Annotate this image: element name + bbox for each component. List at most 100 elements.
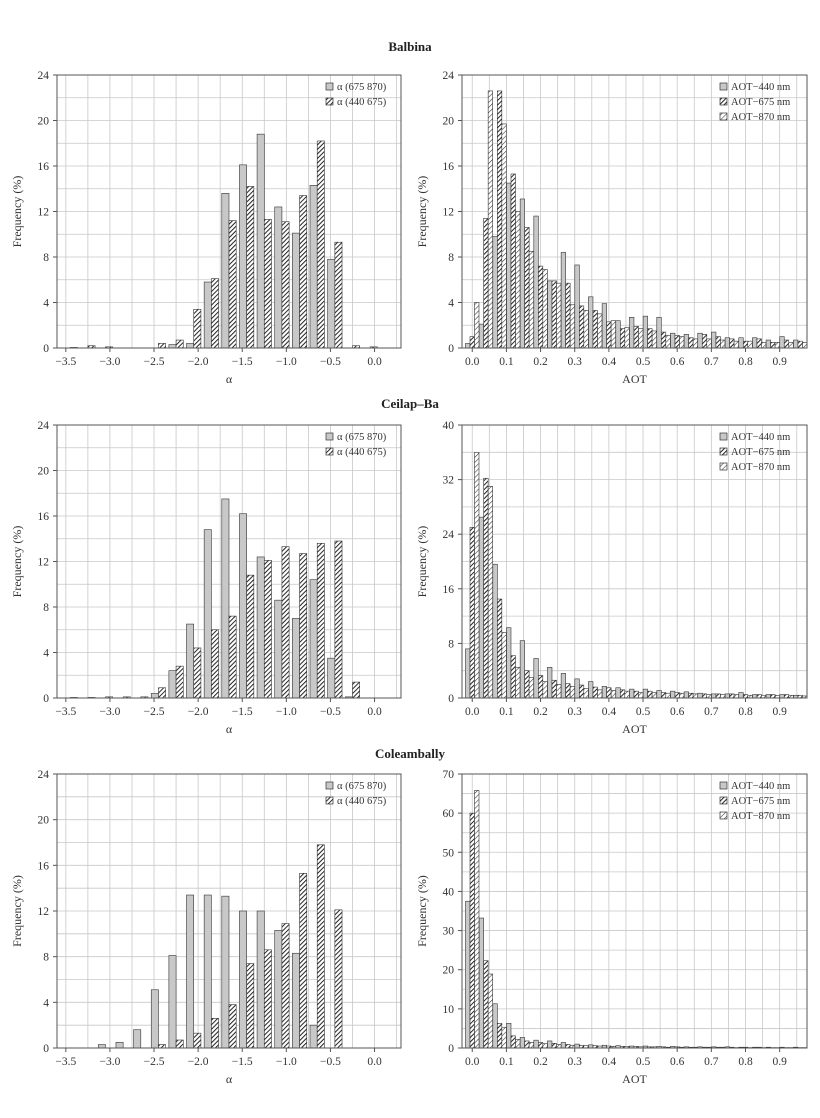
bar-solid (560, 252, 566, 349)
bar-hatch-dense (175, 1039, 184, 1049)
bar-solid (615, 687, 621, 699)
y-tick-label: 0 (43, 693, 49, 705)
bar-hatch-dense (246, 963, 255, 1049)
bar-solid (683, 691, 689, 699)
bar-solid (186, 343, 195, 349)
bar-solid (519, 1037, 525, 1049)
bar-solid (221, 895, 230, 1049)
bar-hatch-sparse (474, 451, 480, 699)
bar-solid (779, 694, 785, 699)
x-tick-label: −0.5 (320, 706, 341, 718)
bar-solid (221, 193, 230, 349)
x-tick-label: −3.5 (55, 1056, 76, 1068)
bar-hatch-dense (483, 218, 489, 349)
bar-hatch-dense (158, 343, 166, 349)
y-tick-label: 50 (443, 847, 455, 859)
x-tick-label: −3.5 (55, 356, 76, 368)
y-tick-label: 8 (448, 252, 454, 264)
bar-solid (239, 513, 247, 699)
x-tick-label: 0.7 (704, 1056, 719, 1068)
x-tick-label: −1.0 (276, 356, 297, 368)
bar-hatch-sparse (528, 251, 534, 349)
y-tick-label: 0 (448, 693, 454, 705)
bar-hatch-dense (281, 546, 290, 699)
x-tick-label: 0.9 (772, 706, 787, 718)
site-title-balbina: Balbina (388, 39, 432, 54)
x-tick-label: 0.6 (670, 356, 685, 368)
bar-hatch-dense (538, 1042, 544, 1049)
legend-label: AOT−870 nm (731, 462, 790, 473)
y-axis-label: Frequency (%) (10, 875, 24, 947)
x-tick-label: 0.0 (465, 706, 480, 718)
bar-solid (292, 618, 300, 699)
bar-hatch-dense (606, 321, 612, 349)
bar-solid (629, 316, 635, 349)
bar-solid (465, 648, 471, 699)
y-axis-label: Frequency (%) (10, 526, 24, 598)
x-tick-label: −2.5 (144, 1056, 165, 1068)
bar-hatch-dense (797, 340, 803, 349)
y-tick-label: 24 (443, 70, 455, 82)
bar-hatch-dense (316, 844, 325, 1049)
legend-swatch (325, 432, 334, 441)
bar-hatch-sparse (679, 692, 685, 699)
y-tick-label: 20 (443, 116, 455, 128)
y-tick-label: 20 (38, 116, 50, 128)
y-tick-label: 40 (443, 420, 455, 432)
y-tick-label: 0 (448, 1043, 454, 1055)
legend-label: α (440 675) (337, 447, 387, 458)
x-tick-label: 0.2 (533, 1056, 548, 1068)
bar-hatch-dense (701, 693, 708, 699)
bar-hatch-dense (263, 219, 272, 349)
chart-panel-balbina-alpha: −3.5 −3.0 −2.5 −2.0 −1.5 −1.0 −0.5 0.0 0 4 8 12 16 20… (10, 70, 402, 386)
bar-hatch-dense (619, 328, 626, 349)
x-tick-label: 0.5 (636, 1056, 651, 1068)
legend: AOT−440 nm AOT−675 nm AOT−870 nm (719, 781, 790, 822)
bar-hatch-sparse (610, 320, 616, 349)
bar-solid (115, 1041, 124, 1049)
bar-hatch-dense (660, 331, 667, 349)
y-axis-label: Frequency (%) (415, 526, 429, 598)
bar-solid (752, 337, 758, 349)
bar-solid (274, 599, 283, 699)
bar-hatch-dense (228, 615, 237, 699)
bar-hatch-sparse (556, 684, 562, 699)
site-title-ceilap: Ceilap–Ba (381, 396, 439, 411)
bar-solid (327, 657, 336, 699)
bar-hatch-sparse (761, 342, 767, 349)
y-tick-label: 70 (443, 769, 455, 781)
bar-solid (533, 1039, 539, 1049)
bar-solid (574, 1043, 580, 1049)
bar-hatch-sparse (733, 694, 739, 699)
x-tick-label: 0.8 (738, 1056, 753, 1068)
bar-solid (629, 688, 635, 699)
bar-hatch-dense (524, 1040, 530, 1049)
bar-hatch-sparse (556, 282, 562, 349)
bar-hatch-dense (316, 542, 325, 699)
bar-solid (793, 339, 799, 349)
bar-hatch-dense (497, 1023, 503, 1049)
bar-solid (656, 690, 662, 699)
bar-solid (203, 894, 212, 1049)
x-tick-label: −2.5 (144, 706, 165, 718)
legend: α (675 870) α (440 675) (325, 781, 387, 807)
bar-hatch-dense (510, 655, 516, 699)
y-tick-label: 8 (43, 952, 49, 964)
y-tick-label: 8 (43, 602, 49, 614)
bar-solid (738, 692, 744, 699)
x-tick-label: 0.0 (367, 706, 382, 718)
bar-solid (309, 185, 318, 349)
legend: AOT−440 nm AOT−675 nm AOT−870 nm (719, 82, 790, 123)
x-axis-label: AOT (622, 722, 647, 736)
bar-hatch-dense (228, 220, 237, 349)
bar-solid (150, 989, 159, 1049)
bar-hatch-dense (469, 336, 475, 349)
bar-solid (560, 1042, 566, 1049)
bar-solid (478, 516, 484, 699)
bar-hatch-sparse (679, 336, 685, 349)
x-tick-label: 0.4 (602, 356, 617, 368)
chart-panel-coleambally-aot: 0.0 0.1 0.2 0.3 0.4 0.5 0.6 0.7 0.8 0.9 0 10 20 30 40 5… (415, 769, 808, 1086)
bar-solid (465, 343, 471, 349)
bar-solid (724, 337, 730, 349)
legend-label: α (675 870) (337, 781, 387, 792)
